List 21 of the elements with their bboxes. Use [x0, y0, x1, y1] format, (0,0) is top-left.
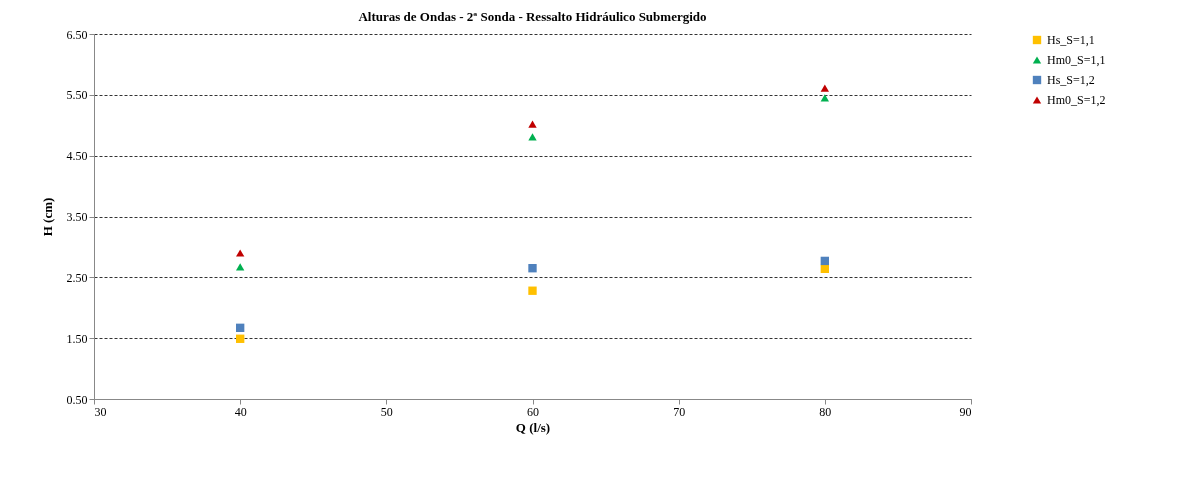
y-tick-label: 3.50	[66, 210, 88, 224]
x-tick-label: 40	[234, 404, 247, 419]
x-tick-label: 90	[959, 404, 972, 419]
y-tick-label: 2.50	[66, 270, 88, 285]
x-axis-title: Q (l/s)	[515, 419, 551, 435]
y-tick-label: 0.50	[66, 392, 88, 407]
x-tick-label: 80	[819, 404, 832, 419]
legend-label: Hs_S=1,1	[1047, 33, 1095, 47]
chart-title: Alturas de Ondas - 2ª Sonda - Ressalto Hidráulico Submergido	[358, 9, 707, 24]
legend-label: Hs_S=1,2	[1047, 73, 1095, 87]
legend-label: Hm0_S=1,1	[1047, 53, 1106, 67]
y-tick-label: 6.50	[66, 27, 88, 42]
x-tick-label: 60	[527, 404, 539, 419]
y-tick-label: 4.50	[66, 149, 88, 164]
x-tick-label: 50	[380, 404, 393, 419]
y-tick-label: 5.50	[66, 88, 88, 103]
legend-label: Hm0_S=1,2	[1047, 93, 1106, 107]
y-tick-label: 1.50	[66, 331, 88, 346]
x-tick-label: 30	[94, 404, 107, 419]
y-axis-title: H (cm)	[39, 197, 55, 237]
x-tick-label: 70	[673, 404, 686, 419]
